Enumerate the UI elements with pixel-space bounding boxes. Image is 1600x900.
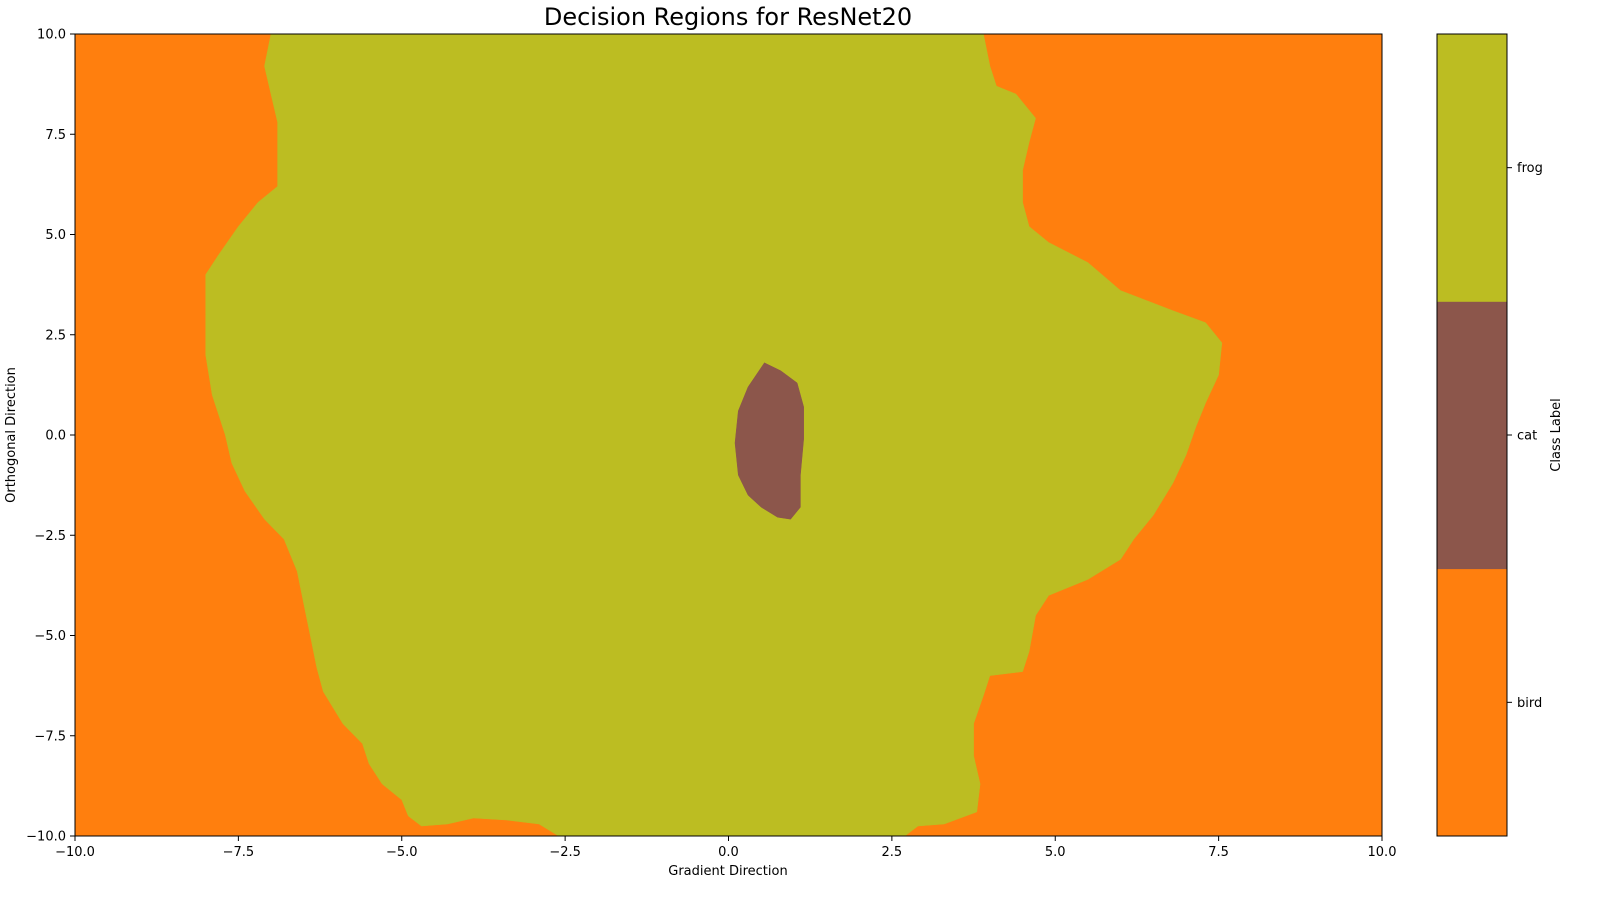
x-tick-label: 7.5 bbox=[1208, 845, 1229, 860]
colorbar-tick-label-cat: cat bbox=[1517, 429, 1537, 444]
x-tick-label: 10.0 bbox=[1368, 845, 1397, 860]
region-cat bbox=[734, 362, 804, 520]
y-tick-label: −2.5 bbox=[34, 529, 66, 544]
y-tick-label: 0.0 bbox=[45, 429, 66, 444]
x-axis-ticks: −10.0 −7.5 −5.0 −2.5 0.0 2.5 5.0 7.5 10.0 bbox=[55, 836, 1396, 860]
y-axis-ticks: −10.0 −7.5 −5.0 −2.5 0.0 2.5 5.0 7.5 10.0 bbox=[26, 28, 75, 845]
colorbar-segment-bird bbox=[1437, 568, 1507, 837]
x-tick-label: −5.0 bbox=[386, 845, 418, 860]
y-tick-label: 2.5 bbox=[45, 328, 66, 343]
y-tick-label: 7.5 bbox=[45, 128, 66, 143]
y-tick-label: −5.0 bbox=[34, 629, 66, 644]
x-tick-label: −2.5 bbox=[549, 845, 581, 860]
colorbar-tick-label-frog: frog bbox=[1517, 161, 1543, 176]
x-tick-label: −7.5 bbox=[223, 845, 255, 860]
colorbar-label: Class Label bbox=[1549, 398, 1564, 471]
region-frog bbox=[205, 34, 1223, 836]
x-tick-label: 2.5 bbox=[882, 845, 903, 860]
colorbar-segment-frog bbox=[1437, 34, 1507, 302]
colorbar-segment-cat bbox=[1437, 301, 1507, 570]
y-tick-label: 5.0 bbox=[45, 228, 66, 243]
x-tick-label: 5.0 bbox=[1045, 845, 1066, 860]
colorbar-segments bbox=[1437, 34, 1507, 837]
colorbar: bird cat frog Class Label bbox=[1436, 33, 1564, 837]
y-tick-label: −7.5 bbox=[34, 729, 66, 744]
decision-regions-layer bbox=[205, 34, 1223, 836]
y-tick-label: −10.0 bbox=[26, 830, 66, 845]
plot-area: −10.0 −7.5 −5.0 −2.5 0.0 2.5 5.0 7.5 10.0 −10.0−… bbox=[26, 28, 1396, 861]
y-axis-label: Orthogonal Direction bbox=[4, 367, 19, 503]
x-tick-label: 0.0 bbox=[718, 845, 739, 860]
chart-title: Decision Regions for ResNet20 bbox=[544, 3, 912, 31]
x-tick-label: −10.0 bbox=[55, 845, 95, 860]
x-axis-label: Gradient Direction bbox=[668, 864, 787, 879]
y-tick-label: 10.0 bbox=[37, 28, 66, 43]
colorbar-tick-label-bird: bird bbox=[1517, 696, 1542, 711]
colorbar-ticks: bird cat frog bbox=[1507, 161, 1543, 711]
